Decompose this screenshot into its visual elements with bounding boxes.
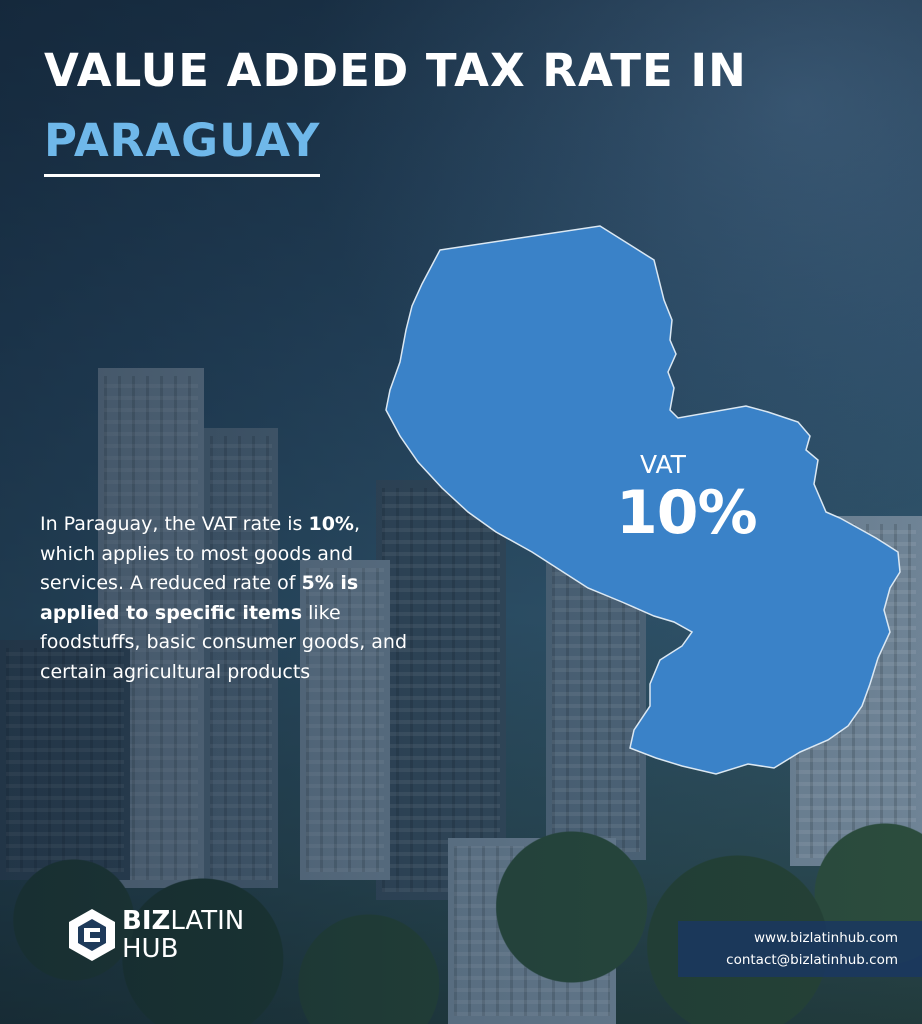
logo-word-biz: BIZ xyxy=(122,906,171,936)
vat-label: VAT xyxy=(640,450,686,479)
bizlatinhub-logo: BIZLATIN HUB xyxy=(66,906,266,964)
title-line-1: VALUE ADDED TAX RATE IN xyxy=(44,44,747,97)
description-text: like foodstuffs, basic consumer goods, a… xyxy=(40,601,408,683)
paraguay-outline xyxy=(385,225,901,775)
vat-description: In Paraguay, the VAT rate is 10%, which … xyxy=(40,510,420,687)
description-bold-rate: 10% xyxy=(308,513,354,535)
description-text: , which applies to most goods and servic… xyxy=(40,513,361,594)
paraguay-map-shape xyxy=(385,225,901,775)
logo-wordmark-line-1: BIZLATIN xyxy=(122,906,244,936)
bizlatinhub-logo-icon xyxy=(69,909,115,961)
website-link[interactable]: www.bizlatinhub.com xyxy=(753,930,898,946)
vat-value: 10% xyxy=(616,478,758,548)
logo-wordmark-line-2: HUB xyxy=(122,934,179,964)
paraguay-map xyxy=(378,222,908,782)
description-bold-reduced: 5% is applied to specific items xyxy=(40,572,359,624)
title-line-2-country: PARAGUAY xyxy=(44,114,321,167)
email-link[interactable]: contact@bizlatinhub.com xyxy=(726,952,898,968)
title-underline xyxy=(44,174,320,177)
description-text: In Paraguay, the VAT rate is xyxy=(40,513,309,535)
contact-box: www.bizlatinhub.com contact@bizlatinhub.… xyxy=(678,921,922,977)
logo-word-latin: LATIN xyxy=(170,906,245,936)
